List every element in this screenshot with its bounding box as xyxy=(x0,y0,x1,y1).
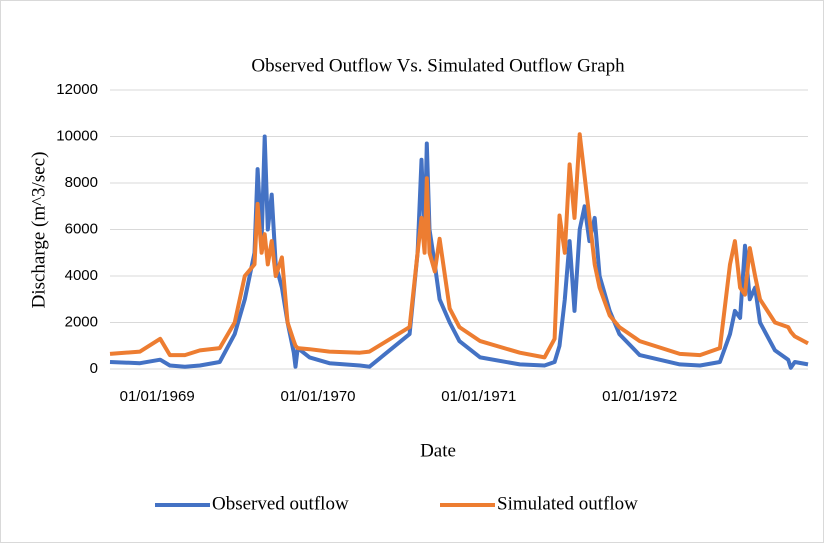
data-line xyxy=(109,132,809,360)
y-tick-label: 12000 xyxy=(56,81,98,98)
y-tick-label: 10000 xyxy=(56,127,98,144)
x-tick-label: 01/01/1969 xyxy=(120,388,195,405)
legend-label: Observed outflow xyxy=(212,493,349,514)
x-tick-label: 01/01/1970 xyxy=(280,388,355,405)
legend-label: Simulated outflow xyxy=(497,493,638,514)
x-tick-label: 01/01/1972 xyxy=(602,388,677,405)
y-tick-label: 0 xyxy=(90,360,98,377)
y-tick-label: 6000 xyxy=(65,220,98,237)
y-tick-label: 8000 xyxy=(65,174,98,191)
x-tick-label: 01/01/1971 xyxy=(441,388,516,405)
x-axis-title: Date xyxy=(420,440,456,461)
chart-title: Observed Outflow Vs. Simulated Outflow G… xyxy=(251,55,625,76)
y-tick-label: 2000 xyxy=(65,313,98,330)
y-axis-title: Discharge (m^3/sec) xyxy=(28,152,49,309)
y-tick-label: 4000 xyxy=(65,267,98,284)
